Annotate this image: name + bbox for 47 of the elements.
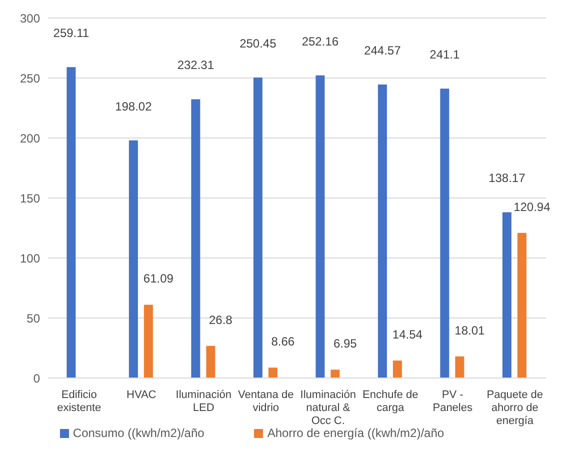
y-tick-label: 300 bbox=[20, 11, 40, 26]
bar bbox=[440, 88, 450, 378]
bar bbox=[253, 77, 262, 378]
x-tick-label: Paquete de ahorro de energía bbox=[486, 389, 544, 427]
y-tick-label: 50 bbox=[26, 311, 40, 326]
x-tick-label: PV - Paneles bbox=[432, 389, 473, 414]
data-label: 244.57 bbox=[364, 44, 402, 58]
bar bbox=[66, 67, 76, 378]
bar bbox=[330, 370, 340, 378]
data-label: 8.66 bbox=[271, 334, 295, 349]
data-label: 18.01 bbox=[454, 323, 486, 338]
bar bbox=[517, 232, 526, 378]
data-label: 198.02 bbox=[115, 99, 152, 114]
bar bbox=[455, 356, 464, 378]
data-label: 232.31 bbox=[177, 58, 214, 72]
y-tick-label: 0 bbox=[33, 371, 40, 386]
bar bbox=[392, 360, 402, 378]
data-label: 120.94 bbox=[514, 200, 551, 214]
data-label: 252.16 bbox=[302, 34, 339, 48]
data-label: 138.17 bbox=[488, 171, 526, 186]
bar bbox=[128, 140, 138, 378]
bar bbox=[378, 84, 387, 378]
y-tick-label: 250 bbox=[20, 71, 40, 86]
bar bbox=[144, 304, 153, 378]
bar bbox=[502, 212, 512, 378]
x-tick-label: HVAC bbox=[126, 389, 156, 401]
data-label: 14.54 bbox=[392, 328, 423, 342]
data-label: 241.1 bbox=[430, 48, 460, 62]
data-label: 250.45 bbox=[240, 36, 277, 50]
x-tick-label: Enchufe de carga bbox=[362, 389, 418, 414]
y-tick-label: 150 bbox=[20, 191, 40, 206]
x-tick-label: Edificio existente bbox=[57, 389, 102, 414]
x-tick-label: Ventana de vidrio bbox=[238, 389, 294, 414]
legend-label: Ahorro de energía ((kwh/m2)/año bbox=[267, 426, 444, 440]
legend-label: Consumo ((kwh/m2)/año bbox=[72, 426, 204, 440]
y-tick-label: 100 bbox=[20, 251, 40, 266]
data-label: 61.09 bbox=[143, 272, 174, 286]
data-label: 26.8 bbox=[208, 312, 233, 327]
x-tick-label: Iluminación natural & Occ C. bbox=[300, 389, 356, 427]
bar bbox=[191, 99, 200, 378]
bar bbox=[206, 346, 216, 378]
bar bbox=[316, 75, 325, 378]
y-tick-label: 200 bbox=[20, 131, 40, 146]
data-label: 259.11 bbox=[53, 26, 90, 40]
x-tick-label: Iluminación LED bbox=[176, 389, 232, 414]
data-label: 6.95 bbox=[333, 336, 358, 351]
bar bbox=[268, 368, 278, 378]
